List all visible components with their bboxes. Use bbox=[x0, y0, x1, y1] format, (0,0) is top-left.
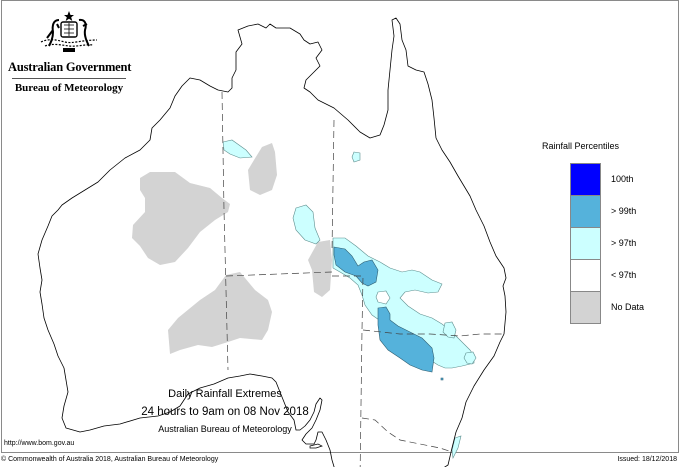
legend-label: No Data bbox=[611, 302, 645, 312]
government-name: Australian Government bbox=[8, 60, 132, 74]
no-data-region-wa-north bbox=[132, 172, 230, 265]
copyright-notice: © Commonwealth of Australia 2018, Austra… bbox=[1, 456, 219, 463]
legend-item-100th: 100th bbox=[570, 163, 680, 196]
no-data-region-wa-south bbox=[168, 272, 272, 354]
map-title: Daily Rainfall Extremes bbox=[168, 388, 282, 400]
border-nsw-vic bbox=[361, 417, 453, 453]
border-nt-sa bbox=[225, 271, 333, 277]
above-99th-dot bbox=[440, 377, 444, 381]
no-data-region-nt-central bbox=[248, 143, 277, 195]
map-source: Australian Bureau of Meteorology bbox=[158, 424, 292, 434]
border-wa bbox=[221, 91, 229, 371]
commonwealth-coat-of-arms-icon bbox=[40, 11, 98, 52]
state-borders bbox=[221, 91, 504, 467]
above-97th-nsw-east-2 bbox=[463, 351, 477, 365]
map-frame bbox=[1, 0, 679, 453]
legend-swatch-100th bbox=[570, 163, 601, 196]
above-97th-qld-north bbox=[351, 151, 361, 163]
legend-items: 100th > 99th > 97th < 97th No Data bbox=[570, 163, 680, 324]
government-logo: Australian Government Bureau of Meteorol… bbox=[8, 10, 132, 94]
border-qld-nsw bbox=[362, 329, 504, 337]
above-99th-qld-sw bbox=[333, 246, 379, 287]
legend-label: < 97th bbox=[611, 270, 637, 280]
legend-swatch-no-data bbox=[570, 291, 601, 324]
border-sa-qld-nsw bbox=[332, 275, 364, 467]
no-data-regions bbox=[132, 143, 332, 354]
above-99th-nsw-nw bbox=[377, 306, 435, 373]
no-data-region-qld-sw bbox=[308, 240, 332, 297]
issued-date: Issued: 18/12/2018 bbox=[617, 456, 677, 463]
legend-swatch-99th bbox=[570, 195, 601, 228]
legend-item-no-data: No Data bbox=[570, 291, 680, 324]
map-period: 24 hours to 9am on 08 Nov 2018 bbox=[141, 406, 309, 418]
legend-item-below-97th: < 97th bbox=[570, 259, 680, 292]
above-99th-regions bbox=[333, 246, 444, 381]
legend-label: 100th bbox=[611, 174, 634, 184]
above-97th-nt-north bbox=[222, 139, 253, 159]
above-97th-nsw-east-1 bbox=[442, 321, 457, 339]
agency-name: Bureau of Meteorology bbox=[14, 82, 124, 94]
above-97th-nsw-south-coast bbox=[451, 435, 462, 460]
legend-item-99th: > 99th bbox=[570, 195, 680, 228]
legend-title: Rainfall Percentiles bbox=[542, 141, 620, 151]
legend-label: > 97th bbox=[611, 238, 637, 248]
above-97th-qld-west bbox=[292, 204, 321, 245]
australia-coastline bbox=[37, 17, 507, 467]
logo-divider bbox=[12, 78, 126, 79]
kangaroo-island bbox=[309, 443, 323, 449]
legend-item-97th: > 97th bbox=[570, 227, 680, 260]
legend-swatch-below-97th bbox=[570, 259, 601, 292]
border-nt-qld bbox=[331, 119, 335, 251]
below-97th-hole bbox=[375, 290, 391, 305]
bom-url-link[interactable]: http://www.bom.gov.au bbox=[4, 440, 75, 447]
legend-label: > 99th bbox=[611, 206, 637, 216]
legend-swatch-97th bbox=[570, 227, 601, 260]
